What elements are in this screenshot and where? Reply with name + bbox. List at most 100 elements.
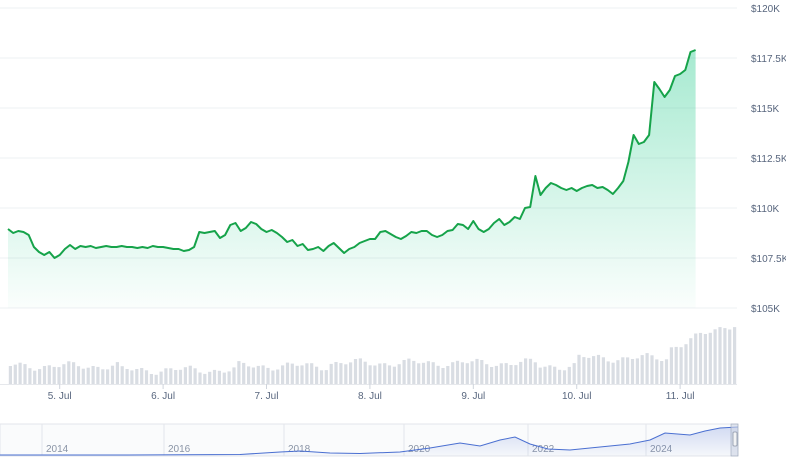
volume-bar [91,366,95,384]
volume-bar [212,369,217,384]
volume-bar [349,362,353,384]
navigator-tick-label: 2014 [46,444,69,455]
x-tick-label: 5. Jul [48,391,72,402]
volume-bar [494,365,498,384]
volume-bar [455,360,460,384]
volume-bar [33,370,37,384]
volume-bar [392,366,396,384]
x-tick-label: 11. Jul [666,391,695,402]
navigator-handle[interactable] [732,431,738,447]
volume-bar [698,332,703,384]
volume-bar [140,368,144,384]
volume-bar [47,365,51,384]
volume-bar [669,347,673,384]
volume-bar [689,338,693,384]
price-series [7,49,696,308]
volume-bar [256,365,260,384]
volume-bar [183,367,187,384]
volume-bar [572,363,576,384]
volume-bar [524,358,528,384]
volume-bar [490,367,494,384]
volume-bar [621,357,625,384]
volume-bar [174,370,178,384]
volume-bar [548,365,552,384]
volume-bar [86,367,90,384]
volume-bar [733,327,737,384]
volume-bar [227,371,231,384]
volume-bar [723,328,727,384]
volume-bar [208,371,212,384]
volume-bar [475,358,479,384]
volume-bar [23,364,27,384]
volume-bar [509,365,513,384]
volume-bar [144,370,149,384]
volume-bar [402,360,406,384]
volume-bar [703,334,707,384]
volume-bar [28,368,32,384]
price-area [8,50,696,308]
volume-bar [664,359,669,384]
volume-bar [446,366,450,384]
volume-bar [606,361,610,384]
volume-bar [630,359,635,384]
volume-bar [67,361,71,384]
volume-bar [319,370,324,384]
volume-bar [611,362,615,384]
volume-bar [407,358,411,384]
volume-bar [587,357,591,384]
volume-bar [543,366,547,384]
navigator-tick-label: 2016 [168,444,191,455]
volume-bar [582,357,586,384]
volume-bar [383,363,387,384]
y-tick-label: $107.5K [751,254,786,265]
volume-bar [660,361,664,384]
volume-bar [72,362,76,384]
volume-bar [538,367,542,384]
volume-bar [295,365,299,384]
volume-bar [558,369,562,384]
y-tick-label: $115K [751,104,780,115]
volume-bar [38,369,42,384]
price-line [7,49,696,259]
volume-bar [499,363,503,384]
volume-bar [81,368,85,384]
volume-bar [96,366,100,384]
volume-bar [412,360,416,384]
volume-bar [504,363,508,384]
volume-bar [684,344,688,384]
x-axis: 5. Jul 6. Jul 7. Jul 8. Jul 9. Jul 10. Jul 11.… [48,384,695,402]
volume-bar [222,372,226,384]
volume-bar [135,369,139,384]
volume-bar [149,374,153,384]
x-tick-label: 9. Jul [461,391,485,402]
volume-bar [42,366,47,384]
volume-bar [601,357,605,384]
volume-bar [616,360,620,384]
volume-bar [154,374,158,384]
volume-bar [713,329,717,384]
x-tick-label: 8. Jul [358,391,382,402]
volume-bar [300,365,304,384]
range-navigator[interactable]: 201420162018202020222024 [0,423,739,457]
volume-bar [8,366,12,384]
volume-bar [324,370,328,384]
volume-bars [0,327,737,385]
volume-bar [635,358,639,384]
x-tick-label: 10. Jul [562,391,591,402]
volume-bar [203,373,207,384]
volume-bar [387,365,392,384]
volume-bar [13,364,17,384]
volume-bar [514,365,518,384]
volume-bar [261,365,265,384]
volume-bar [159,371,163,384]
volume-bar [533,362,537,384]
volume-bar [329,363,333,384]
volume-bar [528,358,533,384]
x-tick-label: 7. Jul [255,391,279,402]
volume-bar [125,369,129,384]
volume-bar [217,370,221,384]
y-tick-label: $120K [751,4,780,15]
volume-bar [285,362,290,384]
volume-bar [421,362,426,384]
